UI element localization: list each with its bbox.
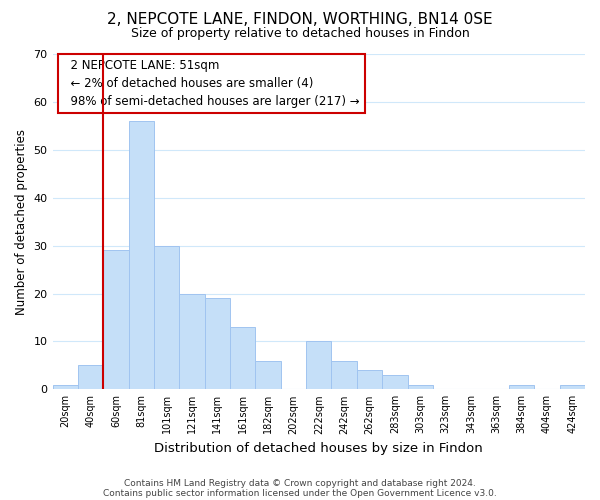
Bar (306, 342, 331, 390)
Bar (382, 375, 407, 390)
Bar (103, 250, 128, 390)
X-axis label: Distribution of detached houses by size in Findon: Distribution of detached houses by size … (154, 442, 483, 455)
Text: Contains public sector information licensed under the Open Government Licence v3: Contains public sector information licen… (103, 488, 497, 498)
Bar (256, 360, 281, 390)
Bar (128, 121, 154, 390)
Bar (53, 384, 78, 390)
Bar (78, 366, 103, 390)
Bar (179, 294, 205, 390)
Bar (230, 327, 256, 390)
Text: 2 NEPCOTE LANE: 51sqm
  ← 2% of detached houses are smaller (4)
  98% of semi-de: 2 NEPCOTE LANE: 51sqm ← 2% of detached h… (63, 59, 360, 108)
Bar (357, 370, 382, 390)
Bar (331, 360, 357, 390)
Y-axis label: Number of detached properties: Number of detached properties (15, 128, 28, 314)
Text: Contains HM Land Registry data © Crown copyright and database right 2024.: Contains HM Land Registry data © Crown c… (124, 478, 476, 488)
Bar (509, 384, 534, 390)
Text: Size of property relative to detached houses in Findon: Size of property relative to detached ho… (131, 28, 469, 40)
Bar (154, 246, 179, 390)
Bar (205, 298, 230, 390)
Bar (560, 384, 585, 390)
Bar (407, 384, 433, 390)
Text: 2, NEPCOTE LANE, FINDON, WORTHING, BN14 0SE: 2, NEPCOTE LANE, FINDON, WORTHING, BN14 … (107, 12, 493, 28)
